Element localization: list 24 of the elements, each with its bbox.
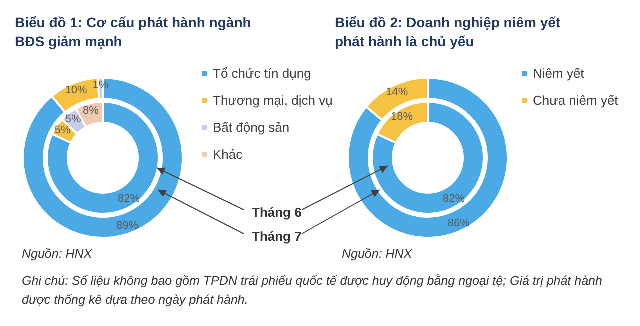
legend-label: Thương mại, dịch vụ: [213, 93, 333, 108]
data-label: 1%: [92, 80, 109, 92]
data-label: 82%: [442, 192, 466, 205]
data-label: 82%: [118, 192, 140, 205]
data-label: 89%: [116, 220, 139, 232]
legend-label: Khác: [213, 147, 244, 162]
text: Ghi chú: Số liệu không bao gồm TPDN trái phiếu quốc tế được huy động bằng ngoại tệ; Giá trị phát hành được thống kê dựa theo ngày phát hành.: [22, 273, 604, 309]
legend-label: Bất động sản: [213, 120, 290, 135]
data-label: 5%: [65, 114, 82, 126]
data-label: 18%: [390, 111, 414, 124]
legend-label: Tổ chức tín dụng: [213, 66, 312, 81]
legend-label: Niêm yết: [533, 66, 585, 81]
slice-label: Tháng 6: [252, 205, 302, 220]
chart-title: Biểu đồ 2: Doanh nghiệp niêm yết phát hành là chủ yếu: [335, 14, 564, 50]
data-label: 8%: [82, 105, 100, 118]
text: Nguồn: HNX: [22, 246, 92, 263]
data-label: 10%: [65, 84, 88, 97]
chart-title: Biểu đồ 1: Cơ cấu phát hành ngành BĐS giảm mạnh: [15, 14, 256, 50]
slice-label: Tháng 7: [252, 229, 302, 244]
legend-label: Chưa niêm yết: [533, 93, 619, 108]
data-label: 5%: [54, 124, 72, 137]
data-label: 14%: [386, 86, 408, 98]
data-label: 86%: [448, 218, 470, 230]
text: Nguồn: HNX: [342, 246, 412, 263]
